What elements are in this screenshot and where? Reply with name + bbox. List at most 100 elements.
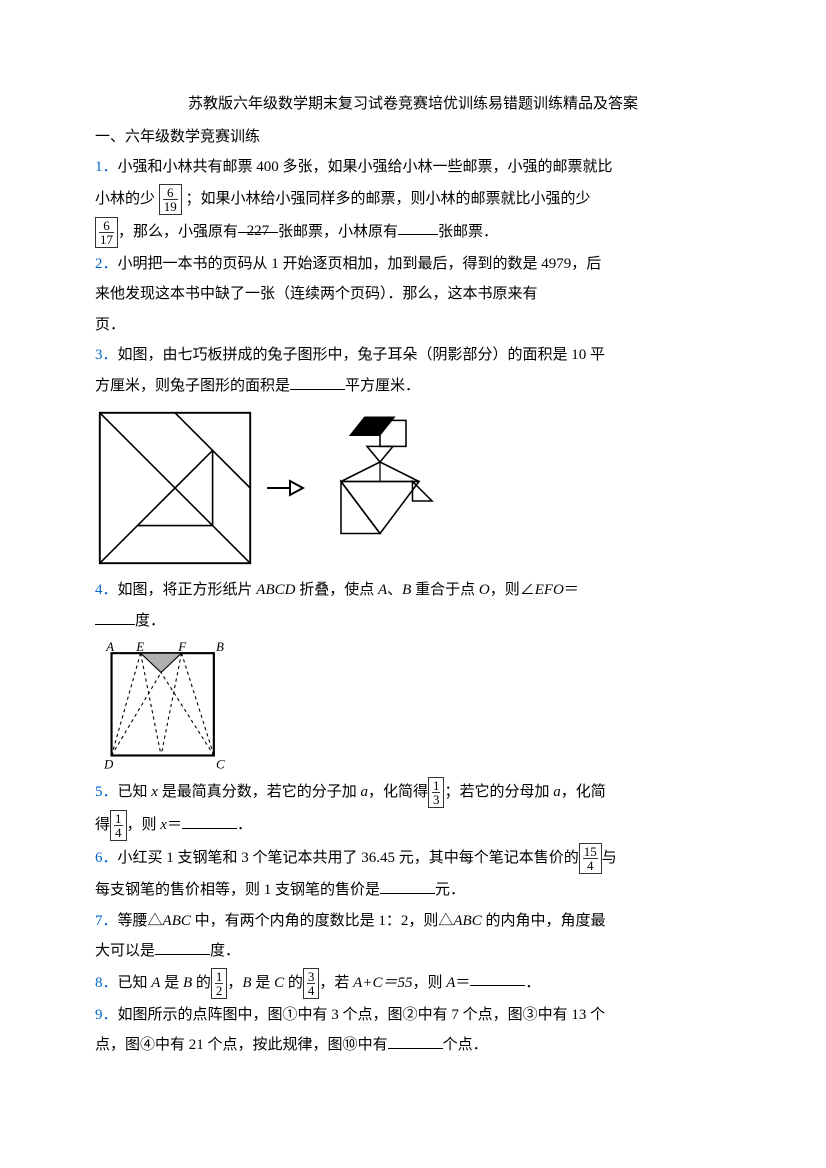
q4-t5: ＝: [564, 582, 579, 598]
answer-blank: [398, 219, 438, 235]
q8-t1: 已知: [118, 974, 152, 990]
qnum-2: 2．: [95, 256, 118, 272]
q4-efo: EFO: [535, 582, 564, 598]
tangram-square: [95, 408, 255, 568]
q9-t7: 中有: [358, 1037, 388, 1053]
q4-t2: 折叠，使点: [295, 582, 378, 598]
q2-t2: 来他发现这本书中缺了一张（连续两个页码）．那么，这本书原来有: [95, 286, 538, 302]
q4-t3: 重合于点: [411, 582, 479, 598]
frac-top: 6: [163, 186, 178, 200]
fraction-1-2: 12: [211, 968, 228, 999]
answer-blank: [388, 1033, 443, 1049]
q4-figure: A E F B D C: [95, 637, 225, 777]
question-6-line2: 每支钢笔的售价相等，则 1 支钢笔的售价是 元．: [95, 876, 731, 905]
q7-t2: 中，有两个内角的度数比是 1：2，则△: [191, 913, 454, 929]
fraction-1-4: 14: [110, 810, 127, 841]
question-1-line3: 617，那么，小强原有 227 张邮票，小林原有张邮票．: [95, 217, 731, 248]
page-title: 苏教版六年级数学期末复习试卷竞赛培优训练易错题训练精品及答案: [95, 90, 731, 119]
q5-t5: ，化简: [561, 784, 606, 800]
q8-t2b: 是: [252, 974, 275, 990]
question-9: 9．如图所示的点阵图中，图①中有 3 个点，图②中有 7 个点，图③中有 13 …: [95, 1001, 731, 1030]
q3-t1: 如图，由七巧板拼成的兔子图形中，兔子耳朵（阴影部分）的面积是 10 平: [118, 347, 606, 363]
qnum-4: 4．: [95, 582, 118, 598]
fraction-15-4: 154: [579, 843, 602, 874]
q9-t2: 中有 3 个点，图: [298, 1007, 403, 1023]
answer-blank: [155, 939, 210, 955]
frac-top: 1: [215, 970, 224, 984]
q8-t2: 是: [160, 974, 183, 990]
question-8: 8．已知 A 是 B 的12，B 是 C 的34，若 A+C＝55，则 A＝．: [95, 968, 731, 999]
question-2-line2: 来他发现这本书中缺了一张（连续两个页码）．那么，这本书原来有: [95, 280, 731, 309]
q5-x: x: [151, 784, 158, 800]
question-5: 5．已知 x 是最简真分数，若它的分子加 a，化简得13；若它的分母加 a，化简: [95, 777, 731, 808]
q8-t8: ．: [525, 974, 540, 990]
svg-text:D: D: [103, 756, 114, 771]
q8-eq: A+C＝55: [353, 974, 412, 990]
q8-t3: 的: [192, 974, 211, 990]
q8-t4: ，: [227, 974, 242, 990]
q3-t3: 平方厘米．: [345, 378, 420, 394]
q6-t3: 每支钢笔的售价相等，则 1 支钢笔的售价是: [95, 882, 380, 898]
question-7-line2: 大可以是度．: [95, 937, 731, 966]
question-6: 6．小红买 1 支钢笔和 3 个笔记本共用了 36.45 元，其中每个笔记本售价…: [95, 843, 731, 874]
q8-B2: B: [242, 974, 251, 990]
qnum-6: 6．: [95, 850, 118, 866]
fraction-6-17: 617: [95, 217, 118, 248]
circled-4: ④: [140, 1037, 155, 1053]
q1-t1: 小林的少: [95, 190, 155, 206]
q5-t8: ．: [237, 817, 252, 833]
circled-2: ②: [403, 1007, 418, 1023]
svg-text:E: E: [135, 639, 144, 654]
answer-blank: [380, 878, 435, 894]
frac-top: 3: [307, 970, 316, 984]
section-head: 一、六年级数学竞赛训练: [95, 123, 731, 152]
q2-t1: 小明把一本书的页码从 1 开始逐页相加，加到最后，得到的数是 4979，后: [118, 256, 602, 272]
q3-figure-row: [95, 408, 731, 568]
q5-x2: x: [160, 817, 167, 833]
q7-t3: 的内角中，角度最: [482, 913, 606, 929]
q4-a: A: [378, 582, 387, 598]
q4-t6: 度．: [135, 613, 165, 629]
frac-bot: 2: [215, 984, 224, 997]
question-4-line2: 度．: [95, 607, 731, 636]
q5-eq: ＝: [167, 817, 182, 833]
qnum-8: 8．: [95, 974, 118, 990]
question-9-line2: 点，图④中有 21 个点，按此规律，图⑩中有个点．: [95, 1031, 731, 1060]
arrow-icon: [265, 473, 305, 503]
q7-t1: 等腰△: [118, 913, 163, 929]
frac-bot: 4: [114, 826, 123, 839]
q9-t6: 中有 21 个点，按此规律，图: [155, 1037, 343, 1053]
q7-t4: 大可以是: [95, 943, 155, 959]
q6-t4: 元．: [435, 882, 465, 898]
svg-text:C: C: [216, 756, 225, 771]
qnum-7: 7．: [95, 913, 118, 929]
q6-t2: 与: [602, 850, 617, 866]
frac-bot: 3: [432, 793, 441, 806]
question-2-line3: 页．: [95, 311, 731, 340]
frac-bot: 4: [307, 984, 316, 997]
q1-t5: 张邮票．: [438, 223, 498, 239]
q5-t4: ；若它的分母加: [444, 784, 553, 800]
frac-top: 1: [114, 812, 123, 826]
question-1: 1．小强和小林共有邮票 400 多张，如果小强给小林一些邮票，小强的邮票就比: [95, 153, 731, 182]
fraction-3-4: 34: [303, 968, 320, 999]
q4-abcd: ABCD: [256, 582, 295, 598]
q8-A2: A: [446, 974, 455, 990]
question-2: 2．小明把一本书的页码从 1 开始逐页相加，加到最后，得到的数是 4979，后: [95, 250, 731, 279]
q1-l1: 小强和小林共有邮票 400 多张，如果小强给小林一些邮票，小强的邮票就比: [118, 159, 613, 175]
q7-abc2: ABC: [453, 913, 481, 929]
q7-abc1: ABC: [163, 913, 191, 929]
q1-t2: ；如果小林给小强同样多的邮票，则小林的邮票就比小强的少: [186, 190, 591, 206]
answer-blank: [470, 970, 525, 986]
q6-t1: 小红买 1 支钢笔和 3 个笔记本共用了 36.45 元，其中每个笔记本售价的: [118, 850, 579, 866]
q9-t3: 中有 7 个点，图: [418, 1007, 523, 1023]
fraction-1-3: 13: [428, 777, 445, 808]
tangram-bunny: [315, 408, 445, 568]
q5-t7: ，则: [127, 817, 161, 833]
answer-blank: [95, 609, 135, 625]
q1-t3: ，那么，小强原有: [118, 223, 238, 239]
q9-t1: 如图所示的点阵图中，图: [118, 1007, 283, 1023]
svg-text:F: F: [177, 639, 186, 654]
q5-t1: 已知: [118, 784, 152, 800]
circled-1: ①: [283, 1007, 298, 1023]
